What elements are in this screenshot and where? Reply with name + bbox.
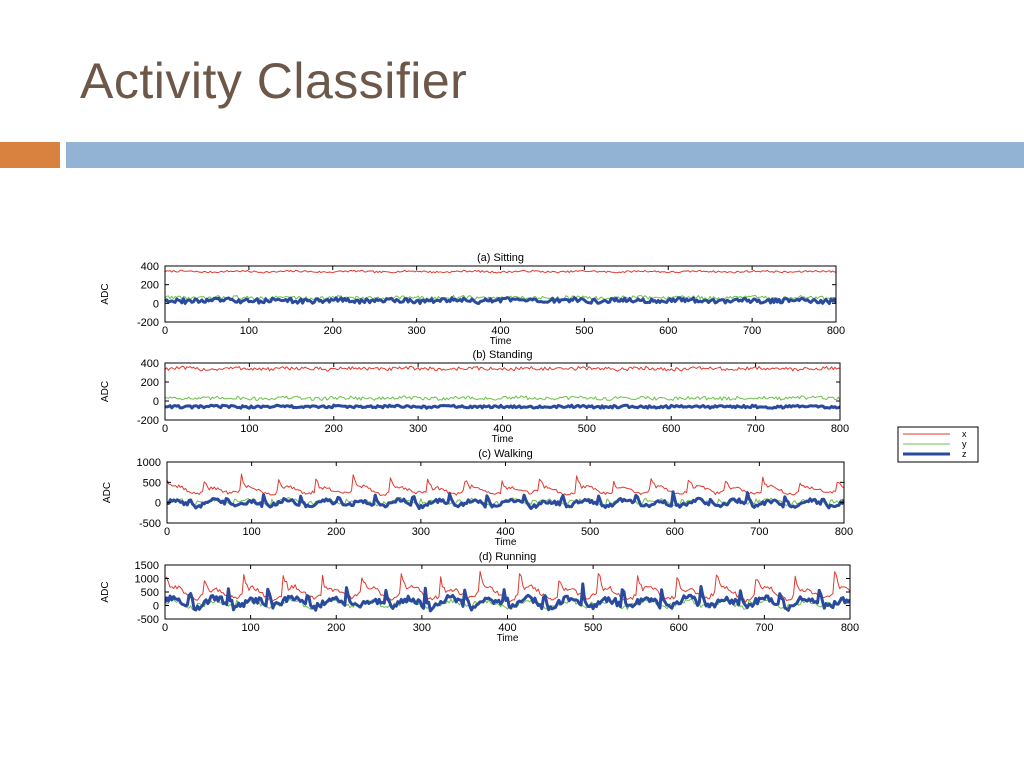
series-group xyxy=(165,365,840,410)
series-line-x xyxy=(165,365,840,372)
y-tick-label: 400 xyxy=(141,261,159,273)
x-tick-label: 700 xyxy=(750,526,768,538)
x-tick-label: 800 xyxy=(835,526,853,538)
legend-label-x: x xyxy=(962,429,967,439)
series-line-z xyxy=(167,490,844,510)
series-line-x xyxy=(167,473,844,496)
x-tick-label: 0 xyxy=(162,622,168,634)
x-tick-label: 300 xyxy=(413,622,431,634)
x-tick-label: 100 xyxy=(240,325,258,337)
x-tick-label: 500 xyxy=(575,325,593,337)
y-tick-label: -200 xyxy=(137,415,159,427)
x-tick-label: 0 xyxy=(162,423,168,435)
x-tick-label: 500 xyxy=(578,423,596,435)
series-line-z xyxy=(165,582,850,613)
plot-frame xyxy=(164,265,837,323)
x-tick-label: 400 xyxy=(498,622,516,634)
x-tick-label: 600 xyxy=(666,526,684,538)
plot-frame xyxy=(166,461,845,524)
y-tick-label: 200 xyxy=(141,377,159,389)
chart-panel-3: (c) Walking 0 100 200 300 400 500 600 700 800 -500… xyxy=(102,448,853,548)
accent-bar-blue xyxy=(66,142,1024,168)
y-axis-label: ADC xyxy=(100,381,111,402)
y-tick-label: 0 xyxy=(153,298,159,310)
x-tick-label: 500 xyxy=(581,526,599,538)
y-tick-label: 1000 xyxy=(135,574,159,586)
chart-title: (a) Sitting xyxy=(477,252,524,264)
x-tick-label: 400 xyxy=(493,423,511,435)
x-tick-label: 500 xyxy=(584,622,602,634)
x-tick-label: 600 xyxy=(659,325,677,337)
x-axis-label: Time xyxy=(490,336,512,347)
x-tick-label: 0 xyxy=(162,325,168,337)
plot-frame xyxy=(164,362,841,421)
y-tick-label: -500 xyxy=(137,614,159,626)
chart-title: (d) Running xyxy=(479,551,536,563)
series-line-y xyxy=(165,597,850,611)
x-axis-label: Time xyxy=(497,633,519,644)
x-tick-label: 700 xyxy=(746,423,764,435)
x-axis-label: Time xyxy=(492,434,514,445)
x-tick-label: 700 xyxy=(743,325,761,337)
y-tick-label: 0 xyxy=(155,498,161,510)
series-line-z xyxy=(165,296,836,305)
chart-legend: xyz xyxy=(897,426,979,463)
x-tick-label: 100 xyxy=(242,526,260,538)
y-tick-label: -200 xyxy=(137,317,159,329)
x-tick-label: 100 xyxy=(241,622,259,634)
x-tick-label: 300 xyxy=(407,325,425,337)
chart-title: (b) Standing xyxy=(473,349,533,361)
y-tick-label: -500 xyxy=(139,518,161,530)
chart-panel-1: (a) Sitting 0 100 200 300 400 500 600 700 800 -200… xyxy=(100,252,845,347)
chart-panel-2: (b) Standing 0 100 200 300 400 500 600 700 800 -20… xyxy=(100,349,849,445)
y-tick-label: 500 xyxy=(141,587,159,599)
x-tick-label: 700 xyxy=(755,622,773,634)
y-tick-label: 1500 xyxy=(135,560,159,572)
x-tick-label: 200 xyxy=(327,526,345,538)
x-tick-label: 400 xyxy=(496,526,514,538)
x-tick-label: 400 xyxy=(491,325,509,337)
y-axis-label: ADC xyxy=(100,283,111,304)
slide-title: Activity Classifier xyxy=(80,53,468,109)
accent-bar-orange xyxy=(0,142,60,168)
y-tick-label: 1000 xyxy=(137,457,161,469)
legend-label-z: z xyxy=(962,449,967,459)
series-group xyxy=(165,570,850,613)
x-tick-label: 800 xyxy=(827,325,845,337)
y-tick-label: 200 xyxy=(141,280,159,292)
x-axis-label: Time xyxy=(495,537,517,548)
series-line-y xyxy=(165,395,840,401)
x-tick-label: 200 xyxy=(325,423,343,435)
x-tick-label: 800 xyxy=(841,622,859,634)
legend-label-y: y xyxy=(962,439,967,449)
y-tick-label: 0 xyxy=(153,601,159,613)
x-tick-label: 200 xyxy=(327,622,345,634)
x-tick-label: 200 xyxy=(324,325,342,337)
x-tick-label: 800 xyxy=(831,423,849,435)
y-tick-label: 500 xyxy=(143,477,161,489)
x-tick-label: 0 xyxy=(164,526,170,538)
y-axis-label: ADC xyxy=(102,482,113,503)
y-tick-label: 400 xyxy=(141,358,159,370)
chart-panel-4: (d) Running 0 100 200 300 400 500 600 700 800 -500… xyxy=(100,551,859,644)
x-tick-label: 300 xyxy=(412,526,430,538)
y-tick-label: 0 xyxy=(153,396,159,408)
x-tick-label: 600 xyxy=(662,423,680,435)
series-group xyxy=(165,269,836,305)
series-line-z xyxy=(165,403,840,410)
chart-title: (c) Walking xyxy=(478,448,533,460)
series-line-x xyxy=(165,269,836,274)
x-tick-label: 100 xyxy=(240,423,258,435)
y-axis-label: ADC xyxy=(100,581,111,602)
series-group xyxy=(167,473,844,510)
x-tick-label: 600 xyxy=(670,622,688,634)
x-tick-label: 300 xyxy=(409,423,427,435)
